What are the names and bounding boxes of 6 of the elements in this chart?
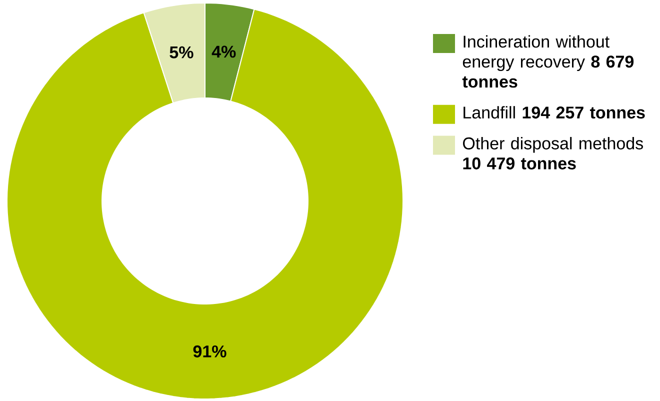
data-label: 5%	[170, 46, 194, 58]
data-label: 91%	[193, 345, 226, 358]
data-label: 4%	[212, 46, 236, 58]
legend-label: Landfill 194 257 tonnes	[464, 106, 645, 119]
category-label: Incineration without energy recovery 8 679 tonnes	[462, 35, 634, 88]
legend-label: Other disposal methods 10 479 tonnes	[463, 136, 643, 170]
